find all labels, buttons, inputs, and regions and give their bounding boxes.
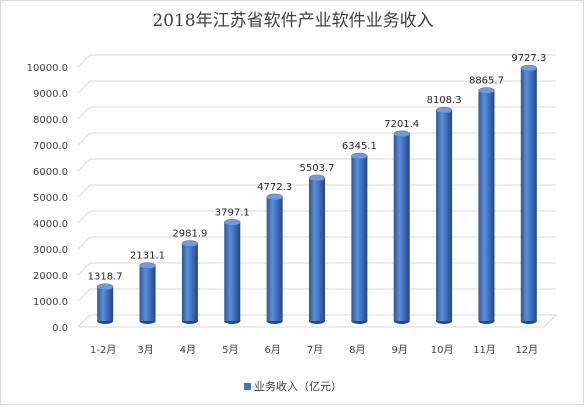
gridline-depth (77, 106, 91, 120)
y-tick-label: 6000.0 (33, 167, 68, 178)
data-label: 8865.7 (469, 75, 504, 86)
gridline-depth (77, 210, 91, 224)
legend-swatch (244, 383, 251, 390)
data-label: 7201.4 (384, 119, 419, 130)
legend: 业务收入（亿元） (0, 378, 586, 394)
data-label: 1318.7 (88, 272, 123, 283)
y-tick-label: 10000.0 (27, 63, 68, 74)
bar-top (393, 130, 410, 138)
gridline-depth (77, 262, 91, 276)
gridline-depth (77, 236, 91, 250)
y-tick-label: 9000.0 (33, 89, 68, 100)
gridline-depth (77, 80, 91, 94)
y-tick-label: 7000.0 (33, 141, 68, 152)
bar-top (181, 240, 199, 247)
y-tick-label: 3000.0 (33, 245, 68, 256)
bar-top (224, 219, 241, 226)
bar-top (308, 174, 326, 182)
bar (309, 177, 325, 321)
x-tick-label: 9月 (392, 344, 408, 356)
data-label: 5503.7 (300, 163, 335, 174)
y-tick-label: 0.0 (52, 323, 68, 334)
y-tick-label: 4000.0 (33, 219, 68, 230)
bar (436, 110, 453, 321)
bar (393, 133, 410, 321)
x-tick-label: 3月 (137, 344, 153, 356)
bar-top (139, 262, 156, 269)
data-label: 8108.3 (427, 95, 462, 106)
data-label: 9727.3 (511, 53, 546, 64)
gridline-depth (77, 314, 91, 328)
gridline-depth (77, 132, 91, 146)
y-tick-label: 5000.0 (33, 193, 68, 204)
x-tick-label: 7月 (307, 344, 323, 356)
data-label: 3797.1 (215, 207, 250, 218)
bar-top (351, 152, 368, 160)
bar (351, 156, 368, 321)
y-tick-label: 2000.0 (33, 271, 68, 282)
x-tick-label: 1-2月 (90, 344, 116, 356)
bar-top (266, 193, 283, 201)
x-tick-label: 12月 (515, 344, 538, 356)
bar-top (96, 283, 114, 290)
data-label: 6345.1 (342, 141, 377, 152)
gridline-depth (77, 288, 91, 302)
x-tick-label: 5月 (222, 344, 238, 356)
data-label: 2131.1 (130, 251, 165, 262)
bar (478, 90, 495, 322)
gridline-depth (77, 158, 91, 172)
gridline-depth (77, 54, 91, 68)
data-label: 2981.9 (172, 228, 207, 239)
y-tick-label: 1000.0 (33, 297, 68, 308)
bar-top (478, 87, 495, 94)
x-tick-label: 8月 (349, 344, 365, 356)
bar (97, 286, 114, 321)
x-tick-label: 10月 (431, 344, 454, 356)
data-label: 4772.3 (257, 182, 292, 193)
bar-top (435, 106, 453, 114)
x-tick-label: 6月 (264, 344, 280, 356)
bar (266, 196, 283, 321)
y-tick-label: 8000.0 (33, 115, 68, 126)
bar (181, 243, 198, 321)
gridline-depth (77, 184, 91, 198)
bar (224, 222, 241, 321)
bar (520, 68, 537, 321)
x-tick-label: 4月 (180, 344, 196, 356)
x-tick-label: 11月 (473, 344, 496, 356)
chart-title: 2018年江苏省软件产业软件业务收入 (152, 11, 434, 31)
bar-top (520, 64, 538, 72)
legend-label: 业务收入（亿元） (254, 380, 342, 393)
bar (139, 265, 156, 321)
